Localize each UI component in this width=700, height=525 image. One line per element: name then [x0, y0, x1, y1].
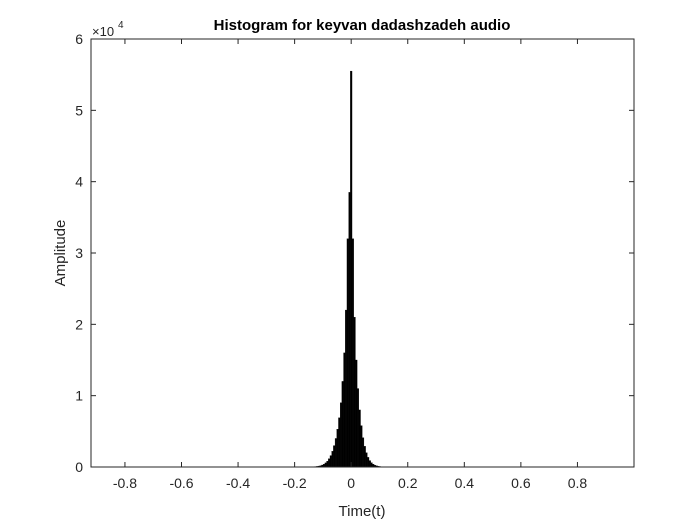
- histogram-bar: [328, 458, 331, 468]
- histogram-bar: [368, 460, 371, 468]
- y-tick-label: 2: [75, 316, 83, 332]
- histogram-bar: [334, 438, 337, 468]
- x-tick-label: -0.6: [169, 475, 193, 491]
- histogram-bar: [336, 429, 339, 468]
- histogram-bar: [331, 451, 334, 468]
- histogram-bar: [358, 409, 361, 468]
- histogram-bar: [326, 461, 329, 468]
- histogram-bar: [345, 309, 348, 468]
- chart-title: Histogram for keyvan dadashzadeh audio: [214, 17, 511, 34]
- x-tick-label: 0.8: [568, 475, 588, 491]
- histogram-bar: [365, 452, 368, 468]
- y-tick-label: 0: [75, 459, 83, 475]
- y-tick-label: 4: [75, 174, 83, 190]
- histogram-bars: [312, 70, 383, 468]
- histogram-bar: [363, 446, 366, 468]
- histogram-bar: [348, 192, 351, 468]
- x-axis-label: Time(t): [339, 503, 386, 520]
- histogram-bar: [355, 359, 358, 468]
- histogram-bar: [353, 317, 356, 468]
- y-axis-label: Amplitude: [52, 220, 69, 287]
- histogram-bar: [324, 462, 327, 468]
- x-axis-ticks: -0.8 -0.6 -0.4 -0.2 0 0.2 0.4 0.6 0.8: [113, 39, 588, 491]
- histogram-bar: [360, 425, 363, 468]
- plot-background: [91, 39, 634, 467]
- y-tick-label: 6: [75, 31, 83, 47]
- histogram-bar: [367, 457, 370, 468]
- y-axis-ticks: 0 1 2 3 4 5 6: [75, 31, 634, 475]
- histogram-bar: [343, 352, 346, 468]
- y-tick-label: 5: [75, 102, 83, 118]
- histogram-bar: [356, 388, 359, 468]
- histogram-bar: [340, 402, 343, 468]
- histogram-bar: [362, 437, 365, 468]
- histogram-bar: [329, 455, 332, 468]
- x-tick-label: 0.6: [511, 475, 531, 491]
- y-tick-label: 1: [75, 388, 83, 404]
- histogram-bar: [346, 238, 349, 468]
- x-tick-label: -0.4: [226, 475, 250, 491]
- y-exponent-base: ×10: [92, 24, 114, 39]
- x-tick-label: 0: [347, 475, 355, 491]
- x-tick-label: 0.4: [455, 475, 475, 491]
- y-exponent-power: 4: [118, 20, 124, 31]
- histogram-bar: [341, 381, 344, 468]
- histogram-bar: [338, 417, 341, 468]
- histogram-bar: [333, 445, 336, 468]
- histogram-bar: [351, 238, 354, 468]
- x-tick-label: -0.8: [113, 475, 137, 491]
- x-tick-label: -0.2: [283, 475, 307, 491]
- histogram-bar: [370, 462, 373, 468]
- x-tick-label: 0.2: [398, 475, 418, 491]
- y-tick-label: 3: [75, 245, 83, 261]
- histogram-bar: [350, 70, 353, 468]
